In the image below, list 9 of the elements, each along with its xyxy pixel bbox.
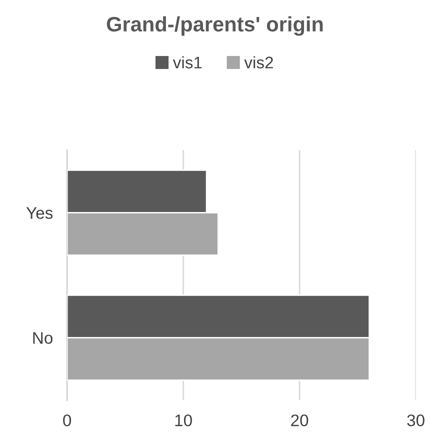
chart-title: Grand-/parents' origin	[106, 16, 323, 36]
legend-label: vis1	[172, 56, 202, 68]
y-tick-label: Yes	[26, 207, 53, 219]
x-tick-label: 20	[291, 414, 308, 426]
y-tick-label: No	[33, 332, 52, 344]
x-tick-label: 10	[175, 414, 192, 426]
x-tick-label: 0	[63, 414, 72, 426]
legend-label: vis2	[244, 56, 273, 68]
x-tick-label: 30	[407, 414, 424, 426]
